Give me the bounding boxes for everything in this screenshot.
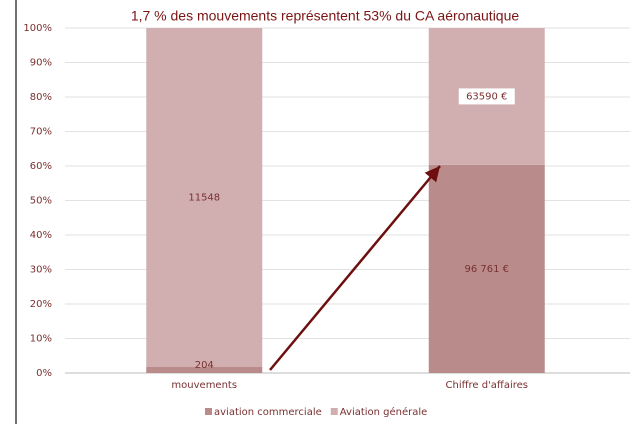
data-label: 63590 € (466, 91, 507, 102)
y-tick-label: 100% (23, 23, 52, 34)
y-tick-label: 20% (30, 299, 52, 310)
y-tick-label: 40% (30, 230, 52, 241)
y-tick-label: 30% (30, 265, 52, 276)
legend-label: Aviation générale (340, 406, 428, 418)
chart-title: 1,7 % des mouvements représentent 53% du… (131, 8, 520, 24)
y-tick-label: 90% (30, 58, 52, 69)
bars (146, 28, 545, 373)
labels: mouvements 204 11548 Chiffre d'affaires 96 7… (171, 88, 528, 418)
legend-swatch (330, 408, 338, 415)
legend-swatch (205, 408, 212, 415)
y-tick-label: 0% (36, 368, 52, 379)
y-tick-label: 50% (30, 196, 52, 207)
x-tick-label: Chiffre d'affaires (446, 380, 529, 391)
bar-segment (428, 164, 545, 373)
y-tick-label: 10% (30, 334, 52, 345)
data-label: 96 761 € (464, 264, 509, 275)
data-label: 11548 (188, 193, 220, 204)
y-tick-label: 60% (30, 161, 52, 172)
arrow (269, 165, 441, 371)
y-tick-label: 70% (30, 127, 52, 138)
x-tick-label: mouvements (171, 380, 237, 391)
bar-segment (146, 28, 263, 368)
legend-label: aviation commerciale (214, 407, 322, 418)
y-tick-label: 80% (30, 92, 52, 103)
data-label: 204 (195, 360, 214, 371)
bar-segment (146, 367, 263, 373)
data-label-box (458, 88, 515, 105)
